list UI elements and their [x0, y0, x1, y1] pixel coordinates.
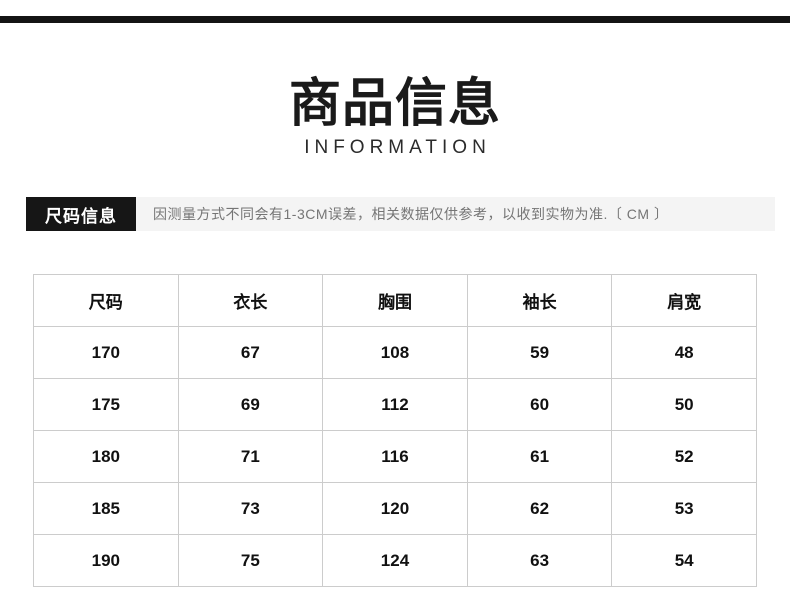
table-cell: 61: [466, 430, 613, 483]
table-cell: 124: [322, 534, 468, 587]
table-cell: 67: [177, 326, 324, 379]
table-header-cell-sleeve: 袖长: [466, 274, 613, 327]
page-subtitle: INFORMATION: [304, 137, 491, 158]
table-row: 185 73 120 62 53: [33, 482, 757, 535]
table-cell: 116: [322, 430, 468, 483]
table-cell: 71: [177, 430, 324, 483]
table-cell: 69: [177, 378, 324, 431]
title-section: 商品信息 INFORMATION: [0, 0, 790, 159]
table-cell: 112: [322, 378, 468, 431]
table-cell: 185: [33, 482, 179, 535]
table-cell: 63: [466, 534, 613, 587]
table-row: 175 69 112 60 50: [33, 378, 757, 431]
table-header-cell-chest: 胸围: [322, 274, 468, 327]
top-divider-bar: [0, 16, 790, 23]
table-cell: 48: [611, 326, 757, 379]
page-title: 商品信息: [288, 75, 501, 133]
table-cell: 175: [33, 378, 179, 431]
size-table: 尺码 衣长 胸围 袖长 肩宽 170 67 108 59 48 175 69 1…: [33, 274, 757, 587]
table-cell: 54: [611, 534, 757, 587]
table-row: 190 75 124 63 54: [33, 534, 757, 587]
size-info-bar: 尺码信息 因测量方式不同会有1-3CM误差，相关数据仅供参考，以收到实物为准.〔…: [26, 197, 775, 231]
table-cell: 108: [322, 326, 468, 379]
table-header-cell-length: 衣长: [177, 274, 324, 327]
table-cell: 120: [322, 482, 468, 535]
table-cell: 52: [611, 430, 757, 483]
table-header-row: 尺码 衣长 胸围 袖长 肩宽: [33, 274, 757, 327]
table-cell: 60: [466, 378, 613, 431]
table-cell: 170: [33, 326, 179, 379]
table-cell: 62: [466, 482, 613, 535]
size-info-label: 尺码信息: [26, 197, 136, 231]
table-cell: 180: [33, 430, 179, 483]
table-cell: 73: [177, 482, 324, 535]
table-cell: 53: [611, 482, 757, 535]
table-cell: 190: [33, 534, 179, 587]
table-header-cell-size: 尺码: [33, 274, 179, 327]
table-header-cell-shoulder: 肩宽: [611, 274, 757, 327]
table-cell: 75: [177, 534, 324, 587]
table-row: 170 67 108 59 48: [33, 326, 757, 379]
table-cell: 59: [466, 326, 613, 379]
table-cell: 50: [611, 378, 757, 431]
size-info-note: 因测量方式不同会有1-3CM误差，相关数据仅供参考，以收到实物为准.〔 CM 〕: [136, 197, 775, 231]
table-row: 180 71 116 61 52: [33, 430, 757, 483]
